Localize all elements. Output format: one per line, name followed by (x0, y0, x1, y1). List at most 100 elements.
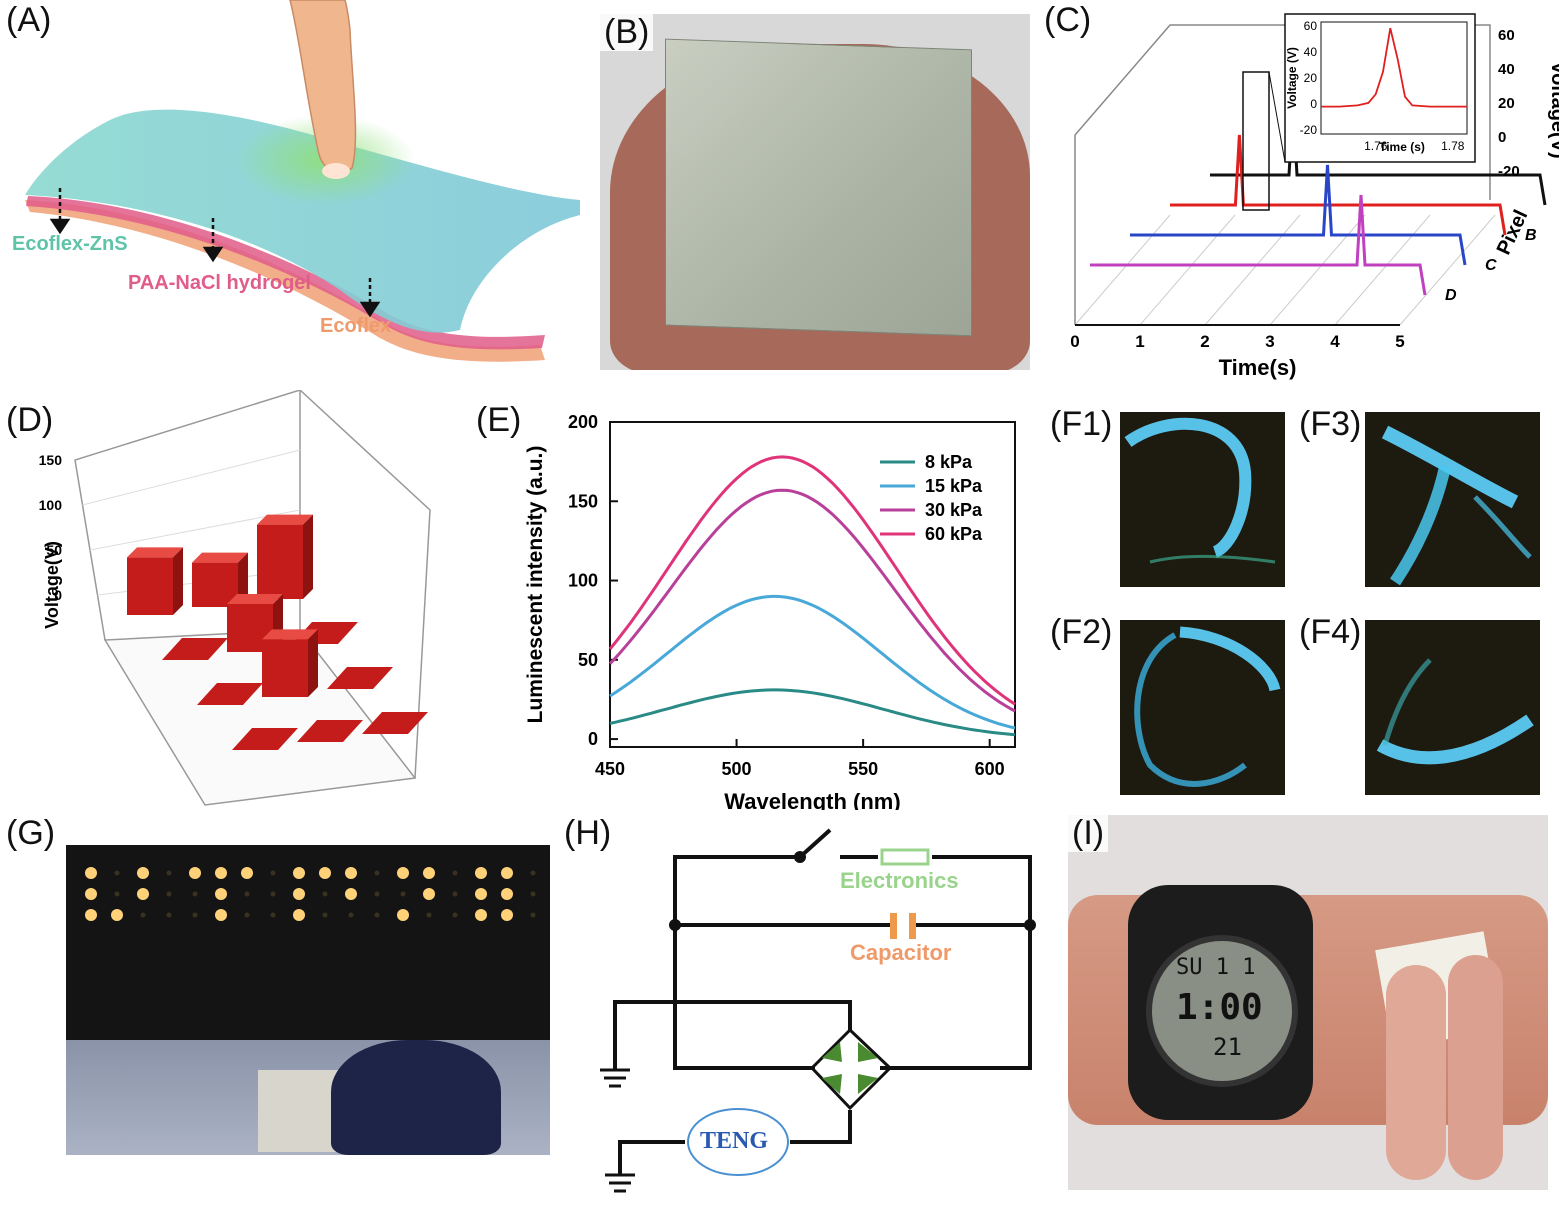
legend-label-3: 60 kPa (925, 524, 983, 544)
led-off (374, 912, 380, 918)
bar-front (192, 562, 238, 607)
panel-f4-label: (F4) (1299, 613, 1362, 651)
panel-f1-photo (1120, 412, 1285, 587)
inset-x-tick-label-0: 1.76 (1364, 139, 1388, 153)
z-tick-label-2: 50 (46, 542, 62, 558)
led-off (166, 912, 172, 918)
series-line-1 (609, 594, 1016, 730)
capacitor-symbol-right (909, 913, 916, 939)
panel-f2-label: (F2) (1050, 613, 1113, 651)
layer-stack-illustration (25, 0, 580, 362)
bar-top (127, 547, 183, 558)
panel-h: (H) Electronics Capacitor TENG (560, 810, 1050, 1216)
led-off (374, 891, 380, 897)
panel-f1-label: (F1) (1050, 405, 1113, 443)
bar-top (262, 629, 318, 640)
inset-frame (1284, 13, 1476, 163)
bar-flat (162, 638, 228, 660)
panel-f2-photo (1120, 620, 1285, 795)
led-on (397, 867, 409, 879)
inset-y-tick-label-0: 60 (1304, 19, 1318, 33)
led-off (452, 891, 458, 897)
led-on (423, 867, 435, 879)
watch-screen (1146, 935, 1298, 1087)
panel-b-photo: (B) (600, 14, 1030, 370)
y-tick-label-0: 60 (1498, 27, 1515, 44)
x-tick-label-1: 1 (1135, 332, 1144, 351)
bar-front (127, 557, 173, 615)
watch-row2: 1:00 (1176, 987, 1263, 1028)
grid-line (1139, 214, 1236, 326)
led-off (322, 912, 328, 918)
led-on (319, 867, 331, 879)
y-axis-label: Voltage(V) (1547, 61, 1559, 158)
bar-top (192, 552, 248, 563)
pixel-label-C: C (1485, 257, 1497, 274)
inset-x-axis-label: Time (s) (1379, 140, 1425, 154)
panel-d: 150 100 50 0 Voltage(V) (D) (0, 388, 470, 810)
led-off (140, 912, 146, 918)
led-off (192, 891, 198, 897)
y-tick-label-1: 40 (1498, 61, 1515, 78)
y-tick-label-4: 200 (568, 412, 598, 432)
panel-f3-photo (1365, 412, 1540, 587)
led-off (270, 912, 276, 918)
x-tick-label-1: 500 (722, 759, 752, 779)
panel-c-label: (C) (1044, 1, 1092, 39)
x-tick-label-5: 5 (1395, 332, 1404, 351)
bar-flat (327, 667, 393, 689)
panel-e-label: (E) (476, 401, 522, 439)
led-on (137, 888, 149, 900)
bar-flat (362, 712, 428, 734)
circuit-diagram (600, 828, 1036, 1193)
led-on (215, 867, 227, 879)
bar-top (227, 594, 283, 604)
panel-f4-photo (1365, 620, 1540, 795)
led-off (244, 912, 250, 918)
led-matrix (85, 867, 536, 921)
grid-line (1399, 214, 1496, 326)
led-on (215, 888, 227, 900)
x-tick-label-3: 3 (1265, 332, 1274, 351)
inset-trace (1321, 27, 1467, 108)
bar-flat (232, 728, 298, 750)
led-off (166, 891, 172, 897)
series-line-2 (608, 488, 1016, 713)
capacitor-symbol-left (890, 913, 897, 939)
led-on (111, 909, 123, 921)
led-on (345, 867, 357, 879)
led-off (374, 870, 380, 876)
layer-label-hydrogel: PAA-NaCl hydrogel (128, 272, 311, 294)
panel-f3-label: (F3) (1299, 405, 1362, 443)
x-axis-label: Time(s) (1219, 355, 1297, 380)
panel-g-photo (66, 845, 550, 1155)
side-wall (299, 389, 431, 779)
panel-b-label: (B) (600, 14, 654, 52)
panel-c: 012345Time(s)ABCDPixel6040200-20Voltage(… (1040, 0, 1559, 380)
y-tick-label-2: 100 (568, 571, 598, 591)
panel-a-label: (A) (6, 1, 52, 39)
led-on (293, 888, 305, 900)
bar-side (238, 552, 248, 607)
y-tick-label-3: 150 (568, 491, 598, 511)
led-on (501, 888, 513, 900)
grid-line (82, 449, 301, 506)
led-on (475, 909, 487, 921)
electronics-symbol (880, 848, 930, 866)
inset-y-tick-label-2: 20 (1304, 71, 1318, 85)
grid-line (1204, 214, 1301, 326)
led-on (85, 909, 97, 921)
trace-B (1170, 134, 1507, 236)
axis-box (1074, 24, 1491, 325)
panel-d-label: (D) (6, 401, 54, 439)
finger-1 (1386, 965, 1446, 1180)
led-on (501, 909, 513, 921)
inset-plot-frame (1320, 21, 1468, 135)
y-tick-label-2: 20 (1498, 95, 1515, 112)
inset-y-axis-label: Voltage (V) (1285, 47, 1299, 109)
led-on (293, 909, 305, 921)
pixel-label-D: D (1445, 287, 1457, 304)
series-line-0 (609, 688, 1016, 737)
x-axis-label: Wavelength (nm) (724, 789, 900, 810)
x-tick-label-2: 550 (848, 759, 878, 779)
